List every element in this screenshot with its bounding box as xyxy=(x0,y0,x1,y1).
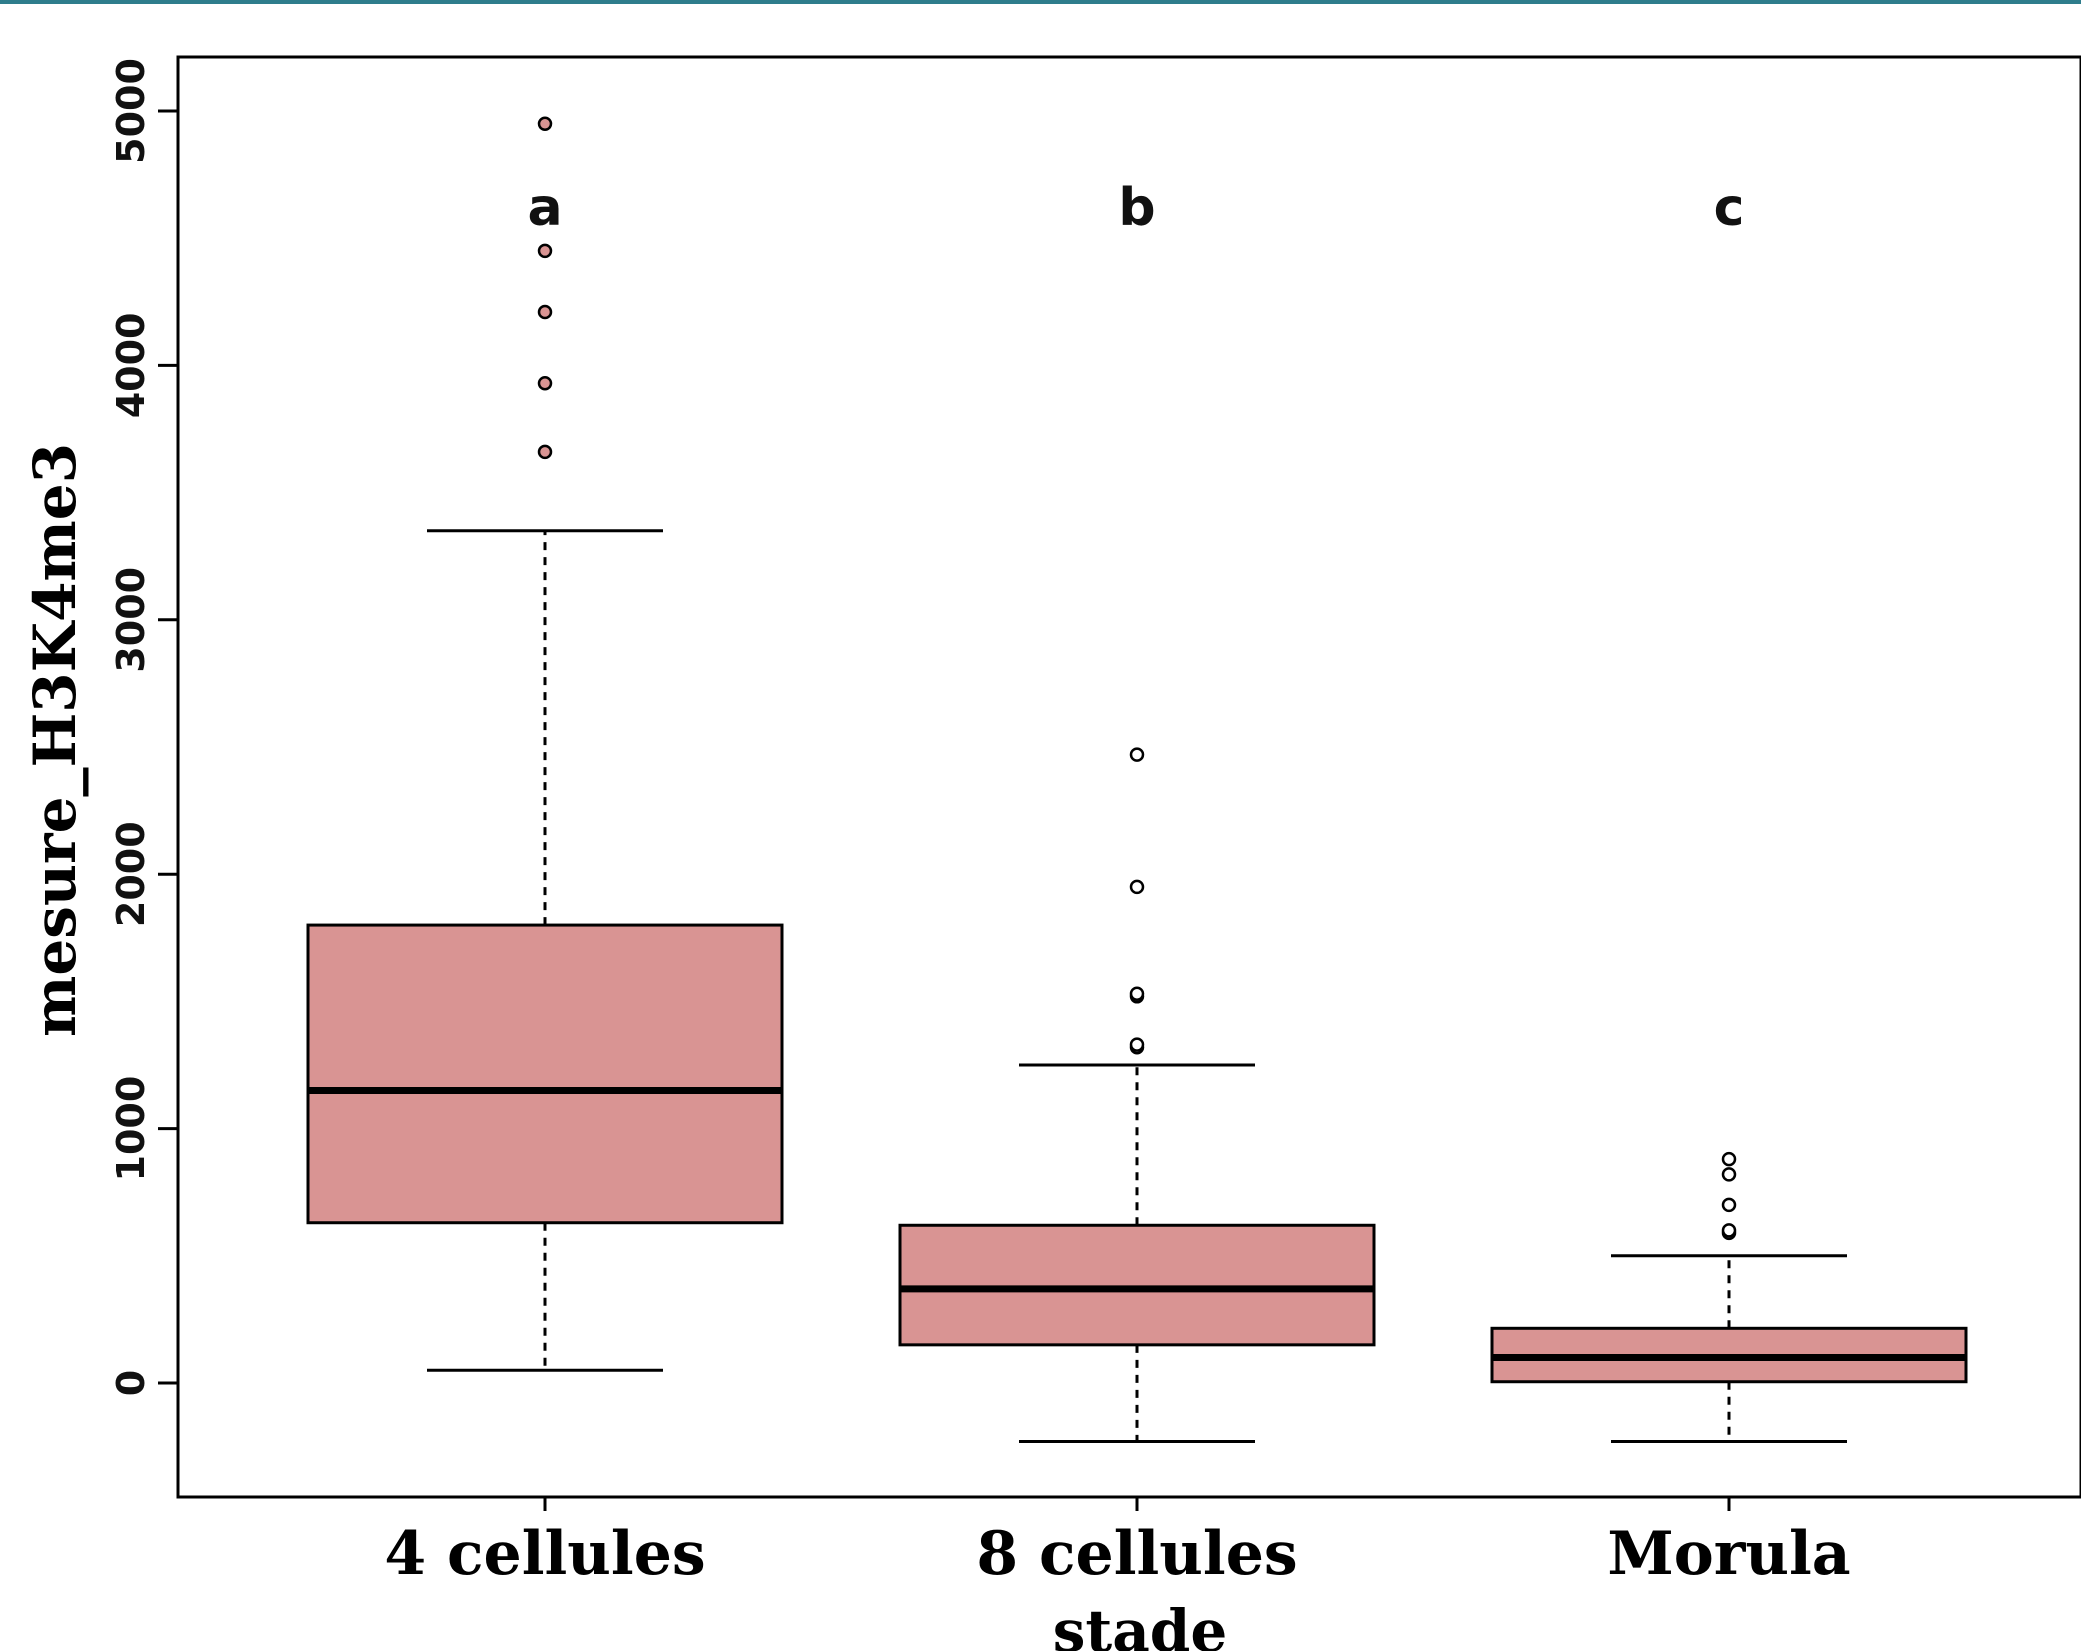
box-series xyxy=(306,116,1968,1444)
outlier-point xyxy=(537,243,553,259)
significance-letter: c xyxy=(1714,178,1745,238)
y-tick-label: 4000 xyxy=(109,313,153,419)
box-iqr xyxy=(898,1223,1376,1347)
outlier-point xyxy=(537,444,553,460)
outlier-point xyxy=(537,116,553,131)
x-tick-label: 4 cellules xyxy=(384,1519,705,1589)
box-iqr xyxy=(306,923,784,1225)
significance-letter: b xyxy=(1118,178,1155,238)
outlier-point xyxy=(1721,1167,1737,1182)
outlier-point xyxy=(1721,1197,1737,1213)
top-border-rule xyxy=(0,0,2081,4)
outlier-point xyxy=(1129,747,1145,762)
box-group xyxy=(306,116,784,1372)
outlier-point xyxy=(1129,1037,1145,1052)
significance-letters: a b c xyxy=(527,178,1744,238)
x-axis: 4 cellules 8 cellules Morula xyxy=(384,1497,1851,1589)
outlier-point xyxy=(1129,879,1145,895)
plot-frame xyxy=(176,55,2081,1499)
outlier-point xyxy=(1721,1223,1737,1238)
outlier-point xyxy=(537,375,553,391)
y-axis: 0 1000 2000 3000 4000 5000 xyxy=(109,58,178,1396)
y-tick-label: 5000 xyxy=(109,58,153,164)
x-tick-label: Morula xyxy=(1607,1519,1850,1589)
x-axis-title: stade xyxy=(1053,1597,1227,1651)
y-tick-label: 0 xyxy=(109,1370,153,1396)
box-group xyxy=(1490,1151,1968,1444)
outlier-point xyxy=(1129,986,1145,1002)
box-group xyxy=(898,747,1376,1444)
y-tick-label: 2000 xyxy=(109,821,153,927)
y-tick-label: 3000 xyxy=(109,567,153,673)
y-tick-label: 1000 xyxy=(109,1076,153,1182)
significance-letter: a xyxy=(527,178,562,238)
y-axis-title: mesure_H3K4me3 xyxy=(21,443,89,1037)
x-tick-label: 8 cellules xyxy=(976,1519,1297,1589)
outlier-point xyxy=(537,304,553,320)
outlier-point xyxy=(1721,1151,1737,1167)
